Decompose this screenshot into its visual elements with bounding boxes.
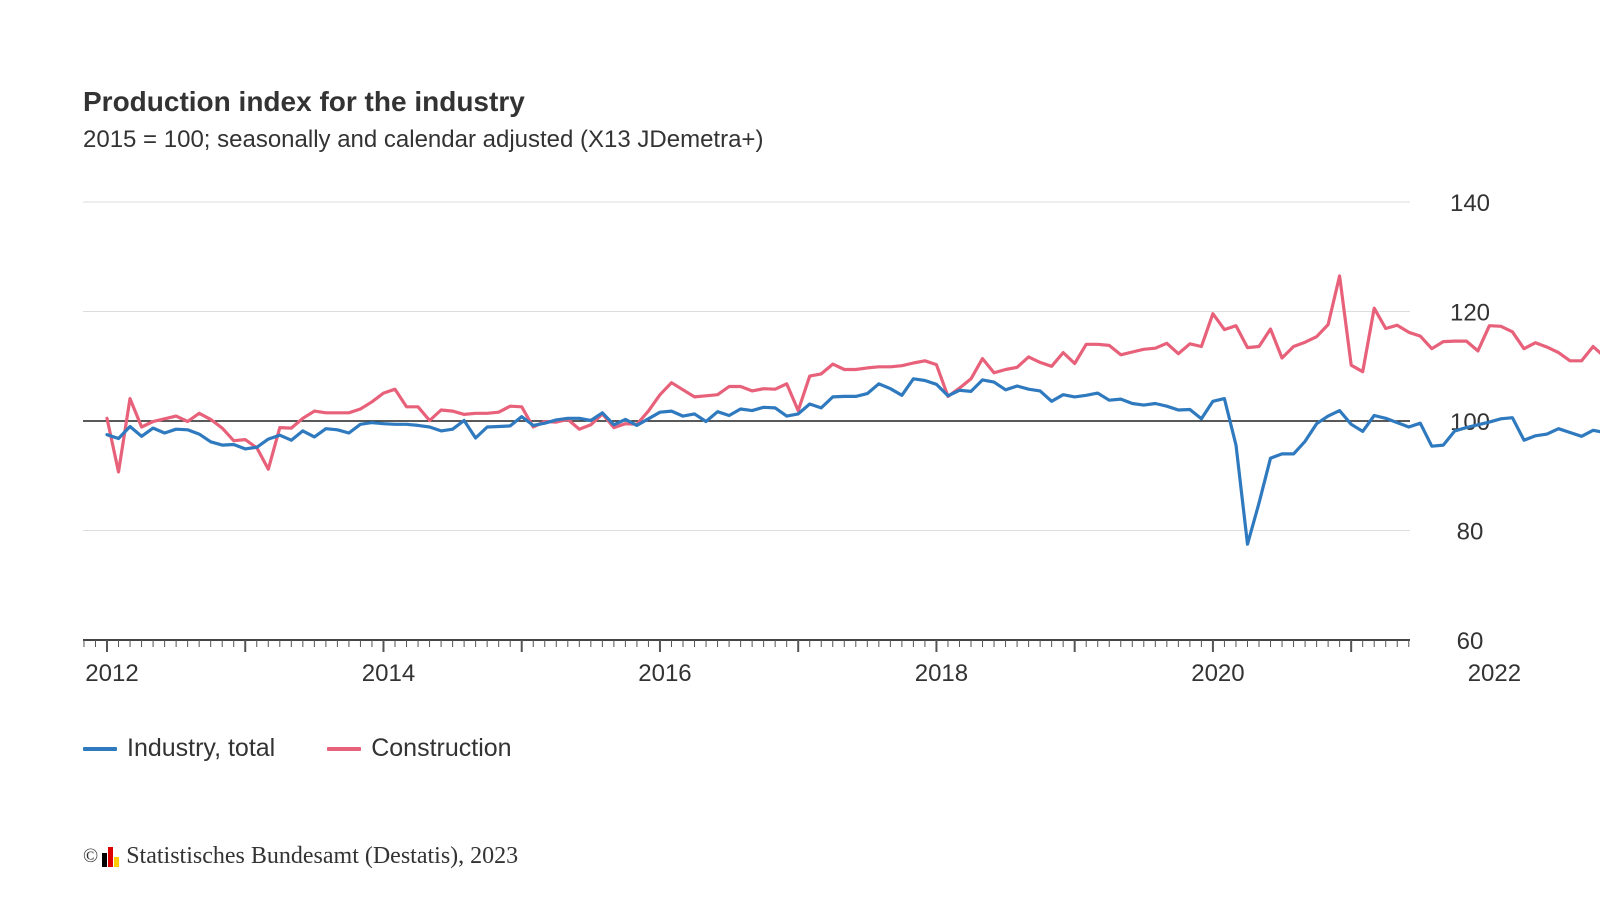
legend-label-construction: Construction (371, 734, 512, 762)
series-line-industry-total (105, 377, 1600, 546)
chart-title: Production index for the industry (83, 86, 525, 117)
x-tick-label-2022: 2022 (1468, 660, 1521, 687)
x-tick-label-2014: 2014 (362, 660, 415, 687)
legend-swatch-construction (327, 746, 362, 751)
y-tick-label-120: 120 (1450, 300, 1490, 327)
legend-label-industry: Industry, total (127, 734, 276, 762)
x-tick-label-2018: 2018 (915, 660, 968, 687)
source-footer: © Statistisches Bundesamt (Destatis), 20… (83, 843, 518, 870)
x-tick-label-2016: 2016 (638, 660, 691, 687)
x-tick-label-2020: 2020 (1191, 660, 1244, 687)
source-text: Statistisches Bundesamt (Destatis), 2023 (126, 843, 519, 869)
y-tick-label-140: 140 (1450, 190, 1490, 217)
legend-swatch-industry (83, 746, 117, 751)
legend-item-construction[interactable]: Construction (327, 734, 512, 763)
x-tick-label-2012: 2012 (85, 660, 138, 687)
destatis-logo-icon (102, 846, 120, 867)
y-tick-label-60: 60 (1457, 628, 1484, 655)
y-tick-label-80: 80 (1457, 519, 1484, 546)
series-line-construction (105, 274, 1600, 474)
legend: Industry, total Construction (83, 734, 564, 763)
chart-subtitle: 2015 = 100; seasonally and calendar adju… (83, 126, 764, 153)
copyright-symbol: © (83, 845, 99, 867)
legend-item-industry[interactable]: Industry, total (83, 734, 275, 763)
